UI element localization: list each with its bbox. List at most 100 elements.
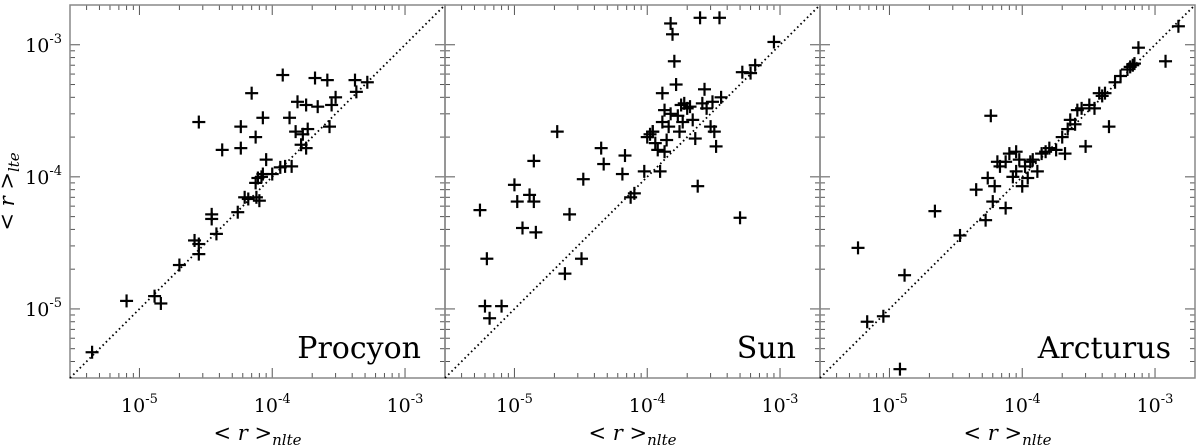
x-axis-label: < r >nlte (964, 421, 1052, 447)
data-point (360, 75, 374, 89)
data-point (597, 157, 611, 171)
data-point (1068, 117, 1082, 131)
data-point (249, 190, 263, 204)
y-axis-label: < r >lte (0, 152, 23, 230)
data-point (1026, 153, 1040, 167)
data-point (550, 125, 564, 139)
data-point (1098, 86, 1112, 100)
data-point (325, 98, 339, 112)
data-point (231, 205, 245, 219)
data-point (648, 136, 662, 150)
data-point (276, 68, 290, 82)
data-point (860, 315, 874, 329)
data-point (691, 179, 705, 193)
data-point (120, 294, 134, 308)
data-point (1079, 139, 1093, 153)
data-point (733, 211, 747, 225)
data-point (1002, 147, 1016, 161)
data-point (215, 143, 229, 157)
data-point (984, 109, 998, 123)
data-point (148, 289, 162, 303)
reference-line (444, 4, 821, 379)
data-point (651, 143, 665, 157)
data-point (252, 194, 266, 208)
data-point (662, 120, 676, 134)
data-point (1131, 41, 1145, 55)
data-point (1102, 120, 1116, 134)
data-point (1009, 164, 1023, 178)
data-point (981, 171, 995, 185)
data-point (349, 85, 363, 99)
data-point (1171, 19, 1185, 33)
y-tick-label: 10-5 (25, 296, 62, 321)
reference-line (819, 4, 1196, 379)
data-point (748, 58, 762, 72)
data-point (527, 195, 541, 209)
data-point (1087, 101, 1101, 115)
data-point (680, 101, 694, 115)
reference-line (69, 4, 446, 379)
data-point (1114, 69, 1128, 83)
data-point (893, 362, 907, 376)
data-point (653, 164, 667, 178)
data-point (688, 132, 702, 146)
data-point (507, 178, 521, 192)
data-point (640, 130, 654, 144)
data-point (637, 164, 651, 178)
y-tick-label: 10-4 (25, 164, 62, 189)
data-point (192, 247, 206, 261)
panel-procyon: 10-5 10-4 10-3 Procyon < r >nlte (69, 4, 446, 447)
data-point (558, 267, 572, 281)
data-point (660, 133, 674, 147)
data-point (510, 195, 524, 209)
data-point (1030, 164, 1044, 178)
data-point (664, 107, 678, 121)
data-point (285, 159, 299, 173)
panel-sun: 10-5 10-4 10-3 Sun < r >nlte (444, 4, 821, 447)
data-point (714, 90, 728, 104)
data-point (523, 188, 537, 202)
data-point (308, 71, 322, 85)
data-point (693, 11, 707, 25)
data-point (767, 35, 781, 49)
data-point (483, 311, 497, 325)
data-point (348, 73, 362, 87)
data-point (876, 309, 890, 323)
chart-root: 10-5 10-4 10-3 Procyon < r >nlte 10-5 10-4 10-3… (0, 4, 1196, 447)
data-point (299, 141, 313, 155)
data-point (473, 203, 487, 217)
data-point (283, 111, 297, 125)
data-point (969, 183, 983, 197)
data-point (1042, 141, 1056, 155)
data-point (320, 73, 334, 87)
data-point (575, 252, 589, 266)
panel-label-sun: Sun (737, 331, 796, 366)
data-point (674, 98, 688, 112)
data-point (698, 82, 712, 96)
x-axis-label: < r >nlte (214, 421, 302, 447)
data-point (655, 86, 669, 100)
data-point (646, 125, 660, 139)
data-point (1055, 130, 1069, 144)
data-point (495, 299, 509, 313)
data-point (478, 299, 492, 313)
data-point (291, 95, 305, 109)
data-point (241, 192, 255, 206)
data-point (594, 141, 608, 155)
data-point (1061, 122, 1075, 136)
x-tick-label: 10-5 (496, 392, 533, 417)
data-point (480, 252, 494, 266)
data-point (658, 145, 672, 159)
x-tick-label: 10-4 (254, 392, 291, 417)
data-point (256, 111, 270, 125)
data-point (709, 139, 723, 153)
data-point (667, 54, 681, 68)
data-point (618, 149, 632, 163)
data-point (676, 115, 690, 129)
x-tick-label: 10-3 (387, 392, 424, 417)
data-point (1012, 153, 1026, 167)
data-point (515, 221, 529, 235)
data-point (999, 155, 1013, 169)
data-point (988, 179, 1002, 193)
data-point (234, 141, 248, 155)
